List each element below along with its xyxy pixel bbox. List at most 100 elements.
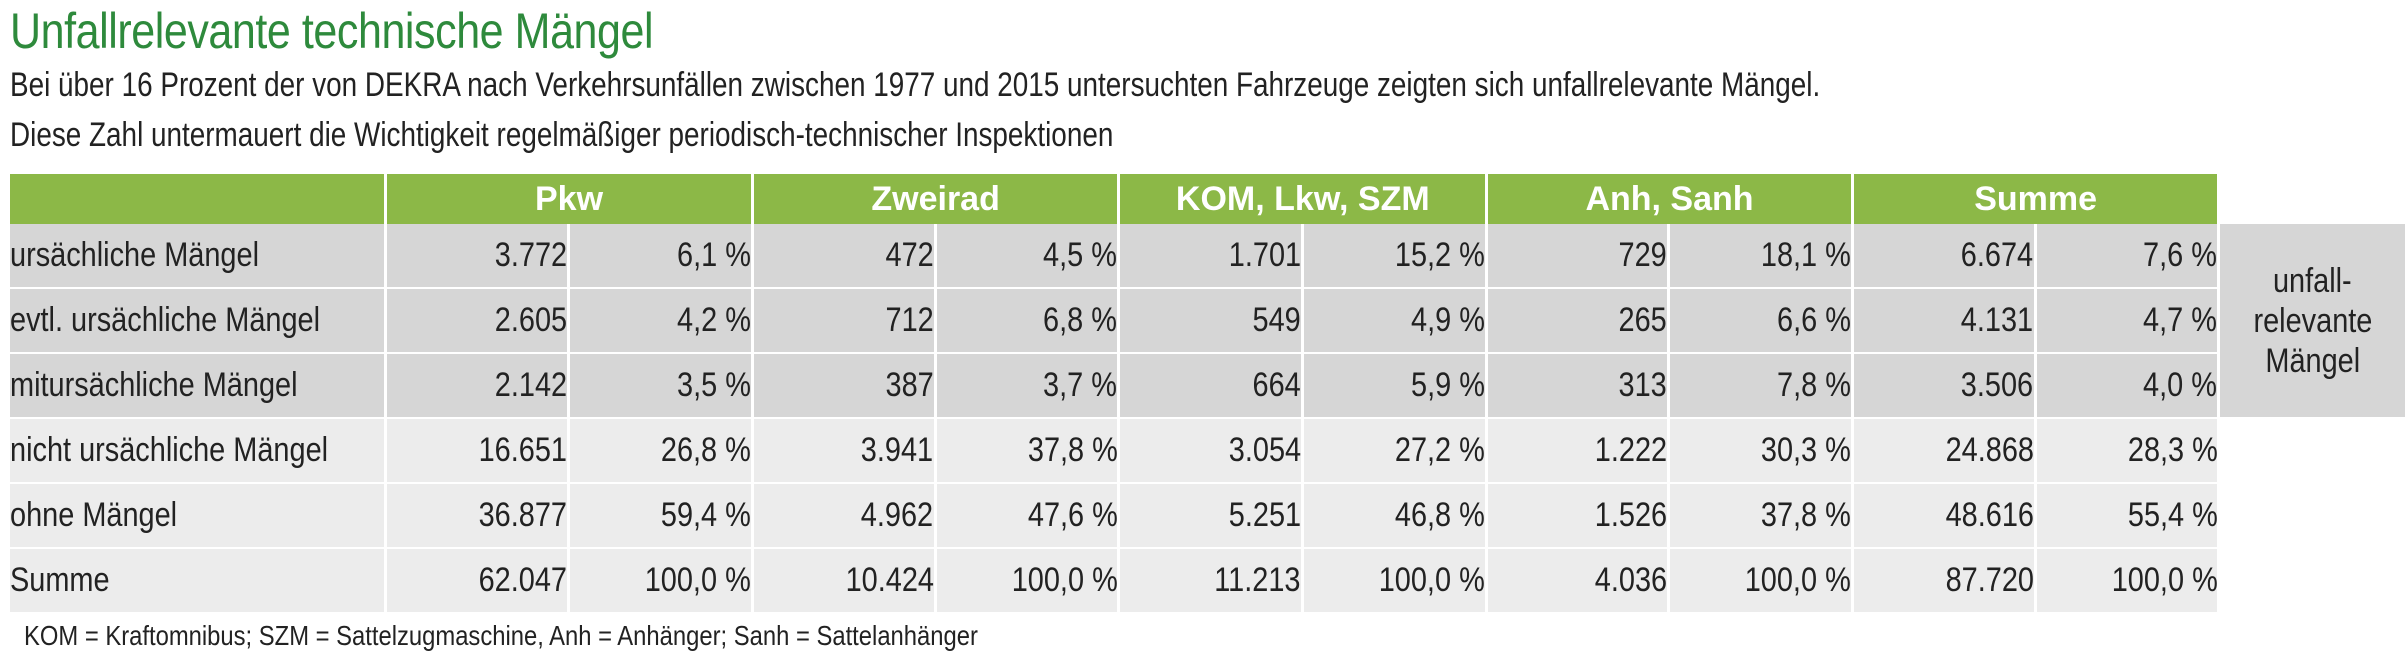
- cell-value: 6,6 %: [1776, 301, 1851, 339]
- cell-value: 48.616: [1945, 496, 2034, 534]
- count-cell: 729: [1486, 224, 1670, 289]
- table-row: mitursächliche Mängel 2.142 3,5 % 387 3,7 % 6…: [10, 353, 2407, 419]
- cell-value: 3,5 %: [676, 366, 751, 404]
- count-cell: 16.651: [385, 418, 570, 484]
- percent-cell: 47,6 %: [935, 483, 1121, 549]
- cell-value: 59,4 %: [660, 496, 751, 534]
- cell-value: 5.251: [1228, 496, 1301, 534]
- count-cell: 265: [1486, 288, 1670, 354]
- table-header-row: Pkw Zweirad KOM, Lkw, SZM Anh, Sanh Summ…: [10, 174, 2407, 224]
- row-label-text: ursächliche Mängel: [10, 236, 259, 274]
- count-cell: 3.941: [752, 418, 937, 484]
- empty-side-cell: [2218, 483, 2408, 549]
- cell-value: 4,7 %: [2143, 301, 2218, 339]
- cell-value: 87.720: [1945, 561, 2034, 599]
- row-label-text: Summe: [10, 561, 110, 599]
- side-label-line: Mängel: [2265, 341, 2361, 380]
- row-label: Summe: [10, 548, 388, 614]
- cell-value: 100,0 %: [1011, 561, 1118, 599]
- percent-cell: 6,6 %: [1668, 288, 1854, 354]
- cell-value: 100,0 %: [1744, 561, 1851, 599]
- cell-value: 729: [1618, 236, 1667, 274]
- cell-value: 55,4 %: [2127, 496, 2218, 534]
- cell-value: 2.142: [494, 366, 567, 404]
- percent-cell: 100,0 %: [935, 548, 1121, 614]
- percent-cell: 4,2 %: [568, 288, 754, 354]
- count-cell: 4.131: [1852, 288, 2037, 354]
- table-row: evtl. ursächliche Mängel 2.605 4,2 % 712 6,8…: [10, 288, 2407, 354]
- percent-cell: 3,5 %: [568, 353, 754, 419]
- row-label-text: ohne Mängel: [10, 496, 178, 534]
- side-label-unfallrelevante-maengel: unfall-relevante Mängel: [2218, 224, 2408, 419]
- cell-value: 549: [1252, 301, 1301, 339]
- cell-value: 10.424: [845, 561, 934, 599]
- percent-cell: 6,8 %: [935, 288, 1121, 354]
- cell-value: 28,3 %: [2127, 431, 2218, 469]
- header-group-summe: Summe: [1852, 174, 2221, 224]
- percent-cell: 7,8 %: [1668, 353, 1854, 419]
- cell-value: 2.605: [494, 301, 567, 339]
- cell-value: 15,2 %: [1395, 236, 1486, 274]
- percent-cell: 37,8 %: [935, 418, 1121, 484]
- cell-value: 3.772: [494, 236, 567, 274]
- count-cell: 3.506: [1852, 353, 2037, 419]
- cell-value: 6,8 %: [1043, 301, 1118, 339]
- count-cell: 48.616: [1852, 483, 2037, 549]
- percent-cell: 100,0 %: [1668, 548, 1854, 614]
- count-cell: 1.222: [1486, 418, 1670, 484]
- defects-table: Pkw Zweirad KOM, Lkw, SZM Anh, Sanh Summ…: [10, 174, 2408, 614]
- header-label-cell: [10, 174, 388, 224]
- cell-value: 4.962: [861, 496, 934, 534]
- header-blank: [2218, 174, 2407, 224]
- subtitle-line-2: Diese Zahl untermauert die Wichtigkeit r…: [10, 116, 1114, 154]
- header-group-pkw: Pkw: [385, 174, 754, 224]
- cell-value: 62.047: [478, 561, 567, 599]
- cell-value: 100,0 %: [1379, 561, 1486, 599]
- cell-value: 1.222: [1594, 431, 1667, 469]
- row-label-text: evtl. ursächliche Mängel: [10, 301, 321, 339]
- cell-value: 3.506: [1961, 366, 2034, 404]
- cell-value: 4,0 %: [2143, 366, 2218, 404]
- row-label-text: mitursächliche Mängel: [10, 366, 298, 404]
- percent-cell: 100,0 %: [2035, 548, 2221, 614]
- cell-value: 37,8 %: [1760, 496, 1851, 534]
- percent-cell: 6,1 %: [568, 224, 754, 289]
- empty-side-cell: [2218, 418, 2408, 484]
- count-cell: 11.213: [1118, 548, 1304, 614]
- cell-value: 472: [885, 236, 934, 274]
- count-cell: 313: [1486, 353, 1670, 419]
- cell-value: 1.701: [1228, 236, 1301, 274]
- count-cell: 24.868: [1852, 418, 2037, 484]
- percent-cell: 4,9 %: [1302, 288, 1489, 354]
- cell-value: 4.036: [1594, 561, 1667, 599]
- count-cell: 1.701: [1118, 224, 1304, 289]
- header-group-anh-sanh: Anh, Sanh: [1486, 174, 1854, 224]
- count-cell: 4.036: [1486, 548, 1670, 614]
- count-cell: 6.674: [1852, 224, 2037, 289]
- percent-cell: 4,0 %: [2035, 353, 2221, 419]
- percent-cell: 37,8 %: [1668, 483, 1854, 549]
- cell-value: 4,2 %: [676, 301, 751, 339]
- count-cell: 712: [752, 288, 937, 354]
- percent-cell: 4,7 %: [2035, 288, 2221, 354]
- cell-value: 26,8 %: [660, 431, 751, 469]
- table-row: nicht ursächliche Mängel 16.651 26,8 % 3.94…: [10, 418, 2408, 484]
- cell-value: 100,0 %: [644, 561, 751, 599]
- cell-value: 18,1 %: [1760, 236, 1851, 274]
- cell-value: 4.131: [1961, 301, 2034, 339]
- percent-cell: 46,8 %: [1302, 483, 1489, 549]
- count-cell: 87.720: [1852, 548, 2037, 614]
- count-cell: 62.047: [385, 548, 570, 614]
- count-cell: 387: [752, 353, 937, 419]
- count-cell: 5.251: [1118, 483, 1304, 549]
- row-label: ohne Mängel: [10, 483, 388, 549]
- percent-cell: 5,9 %: [1302, 353, 1489, 419]
- cell-value: 712: [885, 301, 934, 339]
- cell-value: 7,6 %: [2143, 236, 2218, 274]
- page-title: Unfallrelevante technische Mängel: [10, 3, 654, 59]
- table-row: Summe 62.047 100,0 % 10.424 100,0 % 11.213 100…: [10, 548, 2408, 614]
- row-label-text: nicht ursächliche Mängel: [10, 431, 329, 469]
- header-group-kom-lkw-szm: KOM, Lkw, SZM: [1118, 174, 1489, 224]
- cell-value: 3,7 %: [1043, 366, 1118, 404]
- table-row: ohne Mängel 36.877 59,4 % 4.962 47,6 % 5.251 4…: [10, 483, 2408, 549]
